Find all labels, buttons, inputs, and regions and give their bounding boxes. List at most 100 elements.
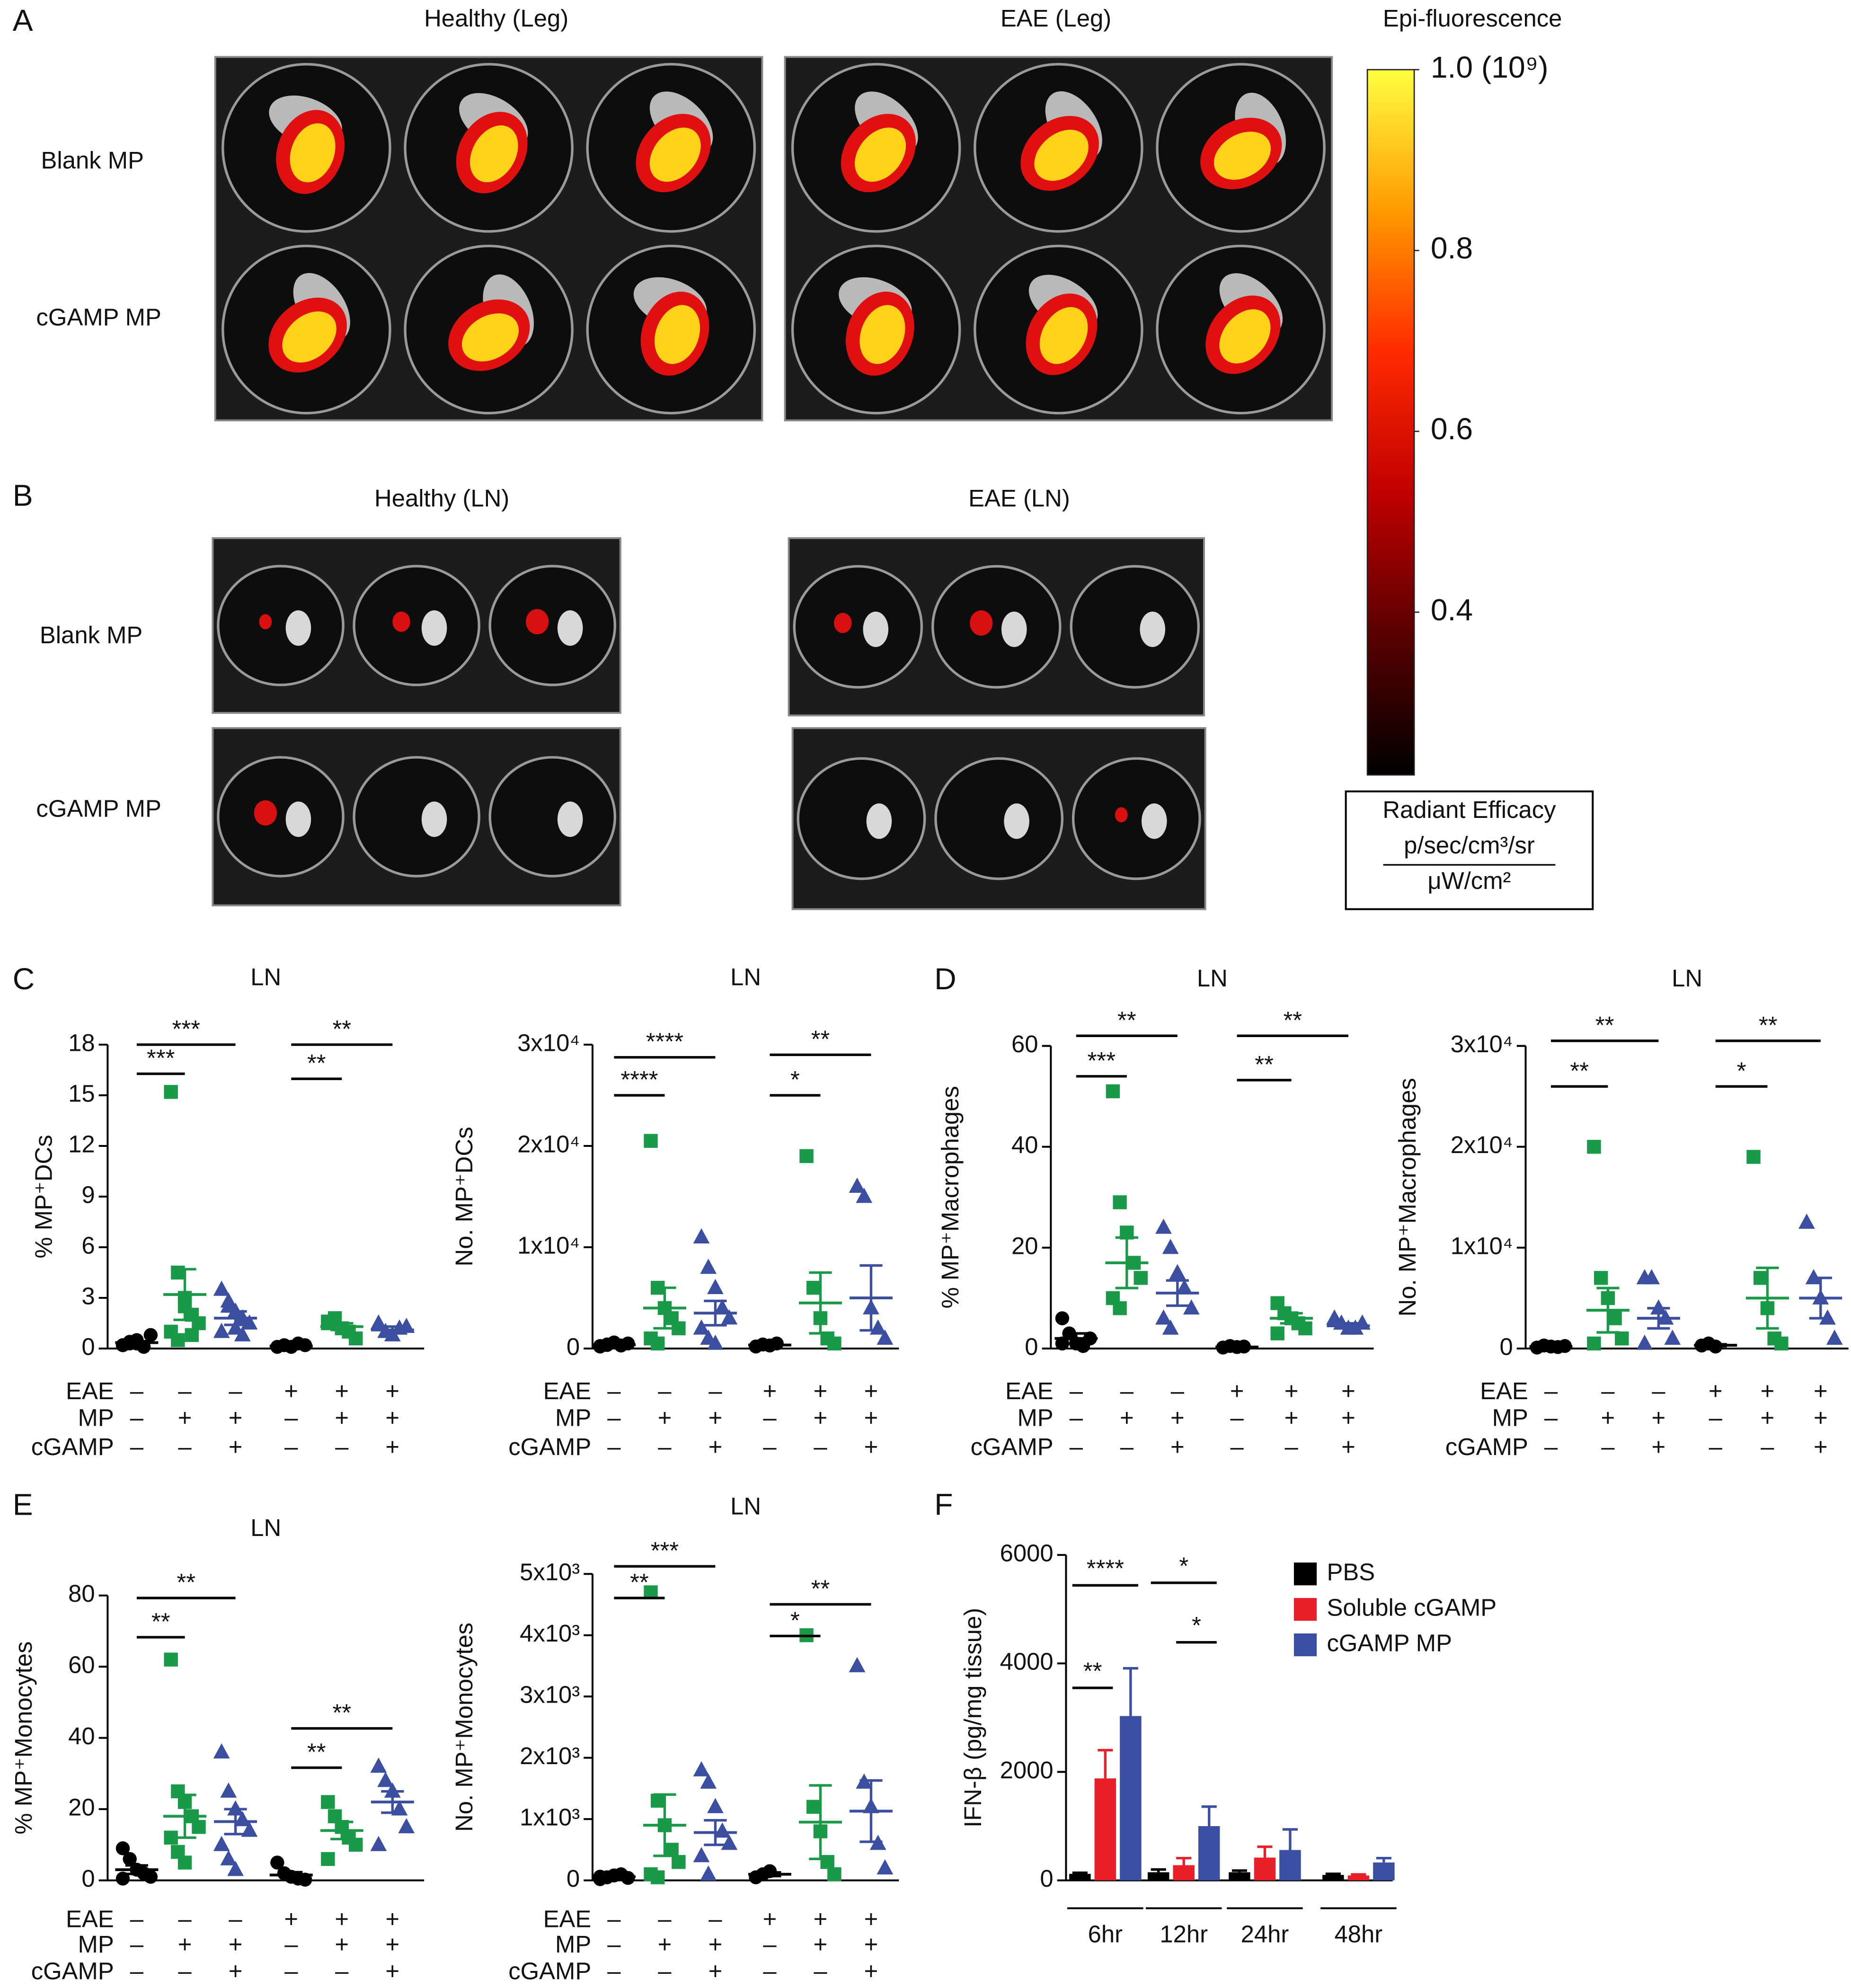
panel-letter: C (13, 962, 35, 996)
condition-sign: + (1761, 1404, 1775, 1431)
bar (1094, 1778, 1116, 1881)
y-tick-label: 2x10³ (520, 1742, 580, 1769)
error-bar (1325, 1873, 1341, 1875)
condition-sign: – (130, 1957, 144, 1984)
condition-sign: – (1601, 1377, 1615, 1404)
data-point (1594, 1271, 1608, 1285)
data-point (693, 1228, 710, 1244)
error-bar (1072, 1871, 1088, 1874)
condition-sign: – (1284, 1433, 1298, 1460)
well (353, 565, 480, 686)
sem-bar (1809, 1277, 1832, 1320)
sem-bar (173, 1268, 196, 1322)
y-axis-label: IFN-β (pg/mg tissue) (959, 1608, 986, 1828)
signal (1115, 807, 1128, 823)
condition-sign: – (814, 1957, 827, 1984)
unit-label: p/sec/cm³/sr (1404, 832, 1535, 859)
colorbar-title: Epi-fluorescence (1383, 5, 1562, 32)
data-point (700, 1773, 717, 1789)
y-axis-label: No. MP⁺Monocytes (451, 1623, 478, 1832)
condition-sign: – (130, 1404, 144, 1431)
condition-sign: + (335, 1377, 349, 1404)
data-point (700, 1865, 717, 1881)
sem-bar (173, 1793, 196, 1839)
condition-sign: – (178, 1377, 192, 1404)
significance-label: ** (630, 1569, 649, 1596)
condition-sign: – (130, 1377, 144, 1404)
signal-core (855, 127, 906, 182)
sem-bar (280, 1871, 303, 1880)
unit-label: Radiant Efficacy (1382, 796, 1556, 823)
condition-sign: + (1709, 1377, 1723, 1404)
significance-label: *** (651, 1537, 679, 1564)
significance-label: **** (1087, 1555, 1124, 1582)
bar (1147, 1872, 1169, 1881)
significance-label: * (1737, 1057, 1746, 1084)
data-point (1798, 1213, 1815, 1229)
sem-bar (758, 1343, 781, 1347)
data-point (213, 1280, 230, 1296)
condition-sign: + (814, 1377, 828, 1404)
condition-sign: + (1814, 1377, 1828, 1404)
error-bar (1123, 1667, 1138, 1716)
sem-bar (1596, 1287, 1620, 1334)
error-bar (1201, 1805, 1217, 1827)
condition-sign: + (385, 1433, 399, 1460)
significance-label: * (1192, 1612, 1201, 1639)
condition-sign: – (284, 1957, 298, 1984)
row-label: cGAMP MP (36, 795, 161, 822)
data-point (321, 1795, 335, 1809)
significance-label: ** (1759, 1012, 1778, 1038)
data-point (806, 1280, 821, 1295)
condition-sign: + (864, 1906, 878, 1933)
condition-sign: – (607, 1377, 621, 1404)
y-tick-label: 1x10⁴ (517, 1232, 580, 1259)
condition-sign: + (864, 1377, 878, 1404)
sem-bar (125, 1340, 148, 1346)
x-tick-label: 6hr (1088, 1921, 1123, 1948)
condition-sign: + (814, 1906, 828, 1933)
significance-label: ** (1083, 1657, 1102, 1684)
y-tick-label: 6000 (1000, 1540, 1054, 1567)
condition-sign: – (1761, 1433, 1774, 1460)
data-point (651, 1793, 665, 1808)
significance-label: ** (307, 1049, 326, 1076)
condition-sign: – (763, 1957, 777, 1984)
data-point (721, 1835, 738, 1850)
bar (1347, 1875, 1370, 1881)
data-point (877, 1329, 894, 1345)
data-point (1643, 1269, 1660, 1285)
well (217, 565, 345, 686)
significance-label: ** (332, 1699, 351, 1726)
data-point (1664, 1330, 1681, 1345)
sem-bar (704, 1819, 727, 1846)
condition-sign: + (1170, 1433, 1185, 1460)
condition-sign: – (658, 1957, 672, 1984)
signal-core (1213, 132, 1271, 180)
y-tick-label: 20 (68, 1794, 95, 1821)
condition-sign: + (1601, 1404, 1615, 1431)
sem-bar (224, 1808, 247, 1836)
sem-bar (602, 1874, 626, 1879)
condition-label: EAE (543, 1377, 592, 1404)
row-label: cGAMP MP (36, 304, 161, 331)
condition-sign: + (385, 1404, 399, 1431)
data-point (370, 1757, 387, 1773)
condition-label: EAE (66, 1377, 114, 1404)
node (866, 803, 892, 839)
condition-sign: + (709, 1931, 723, 1958)
data-point (714, 1299, 731, 1314)
data-point (213, 1743, 230, 1759)
condition-sign: + (335, 1404, 349, 1431)
significance-label: **** (620, 1066, 658, 1093)
signal (970, 610, 993, 636)
condition-sign: + (178, 1931, 192, 1958)
significance-label: * (790, 1066, 800, 1093)
colorbar-tick-label: 0.4 (1431, 593, 1473, 627)
data-point (1774, 1336, 1789, 1351)
well (931, 565, 1062, 689)
significance-label: ** (1570, 1057, 1589, 1084)
well (797, 757, 926, 880)
